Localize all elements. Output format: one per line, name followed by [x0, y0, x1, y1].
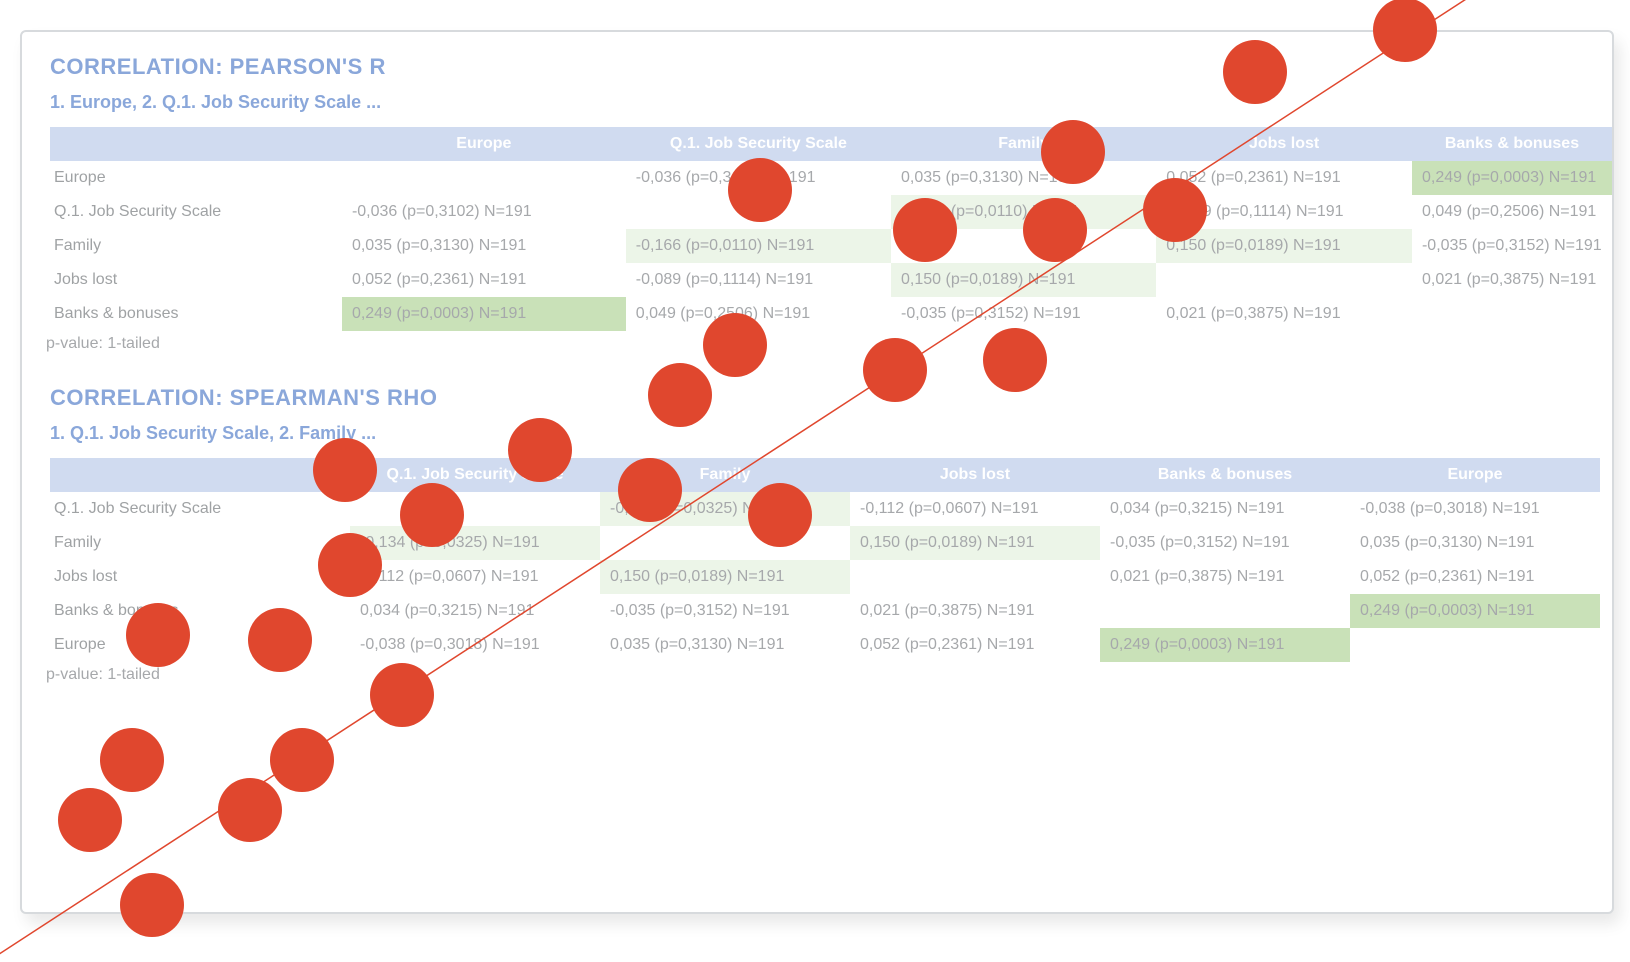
- spearman-table: Q.1. Job Security ScaleFamilyJobs lostBa…: [50, 458, 1600, 662]
- table-row: Jobs lost0,052 (p=0,2361) N=191-0,089 (p…: [50, 263, 1612, 297]
- correlation-cell: [1100, 594, 1350, 628]
- correlation-cell: -0,036 (p=0,3102) N=191: [626, 161, 891, 195]
- correlation-cell: -0,035 (p=0,3152) N=191: [1412, 229, 1612, 263]
- column-header: Europe: [1350, 458, 1600, 492]
- correlation-cell: 0,021 (p=0,3875) N=191: [850, 594, 1100, 628]
- column-header: Jobs lost: [1156, 127, 1412, 161]
- correlation-cell: -0,112 (p=0,0607) N=191: [350, 560, 600, 594]
- correlation-cell: 0,021 (p=0,3875) N=191: [1412, 263, 1612, 297]
- pearson-footnote: p-value: 1-tailed: [22, 335, 1612, 363]
- row-label: Jobs lost: [50, 560, 350, 594]
- pearson-subtitle: 1. Europe, 2. Q.1. Job Security Scale ..…: [22, 86, 1612, 123]
- correlation-cell: -0,089 (p=0,1114) N=191: [626, 263, 891, 297]
- correlation-cell: 0,249 (p=0,0003) N=191: [342, 297, 626, 331]
- row-label: Jobs lost: [50, 263, 342, 297]
- correlation-cell: -0,035 (p=0,3152) N=191: [600, 594, 850, 628]
- spearman-footnote: p-value: 1-tailed: [22, 666, 1612, 694]
- correlation-cell: -0,038 (p=0,3018) N=191: [350, 628, 600, 662]
- table-row: Banks & bonuses0,249 (p=0,0003) N=1910,0…: [50, 297, 1612, 331]
- correlation-cell: [1156, 263, 1412, 297]
- correlation-cell: 0,249 (p=0,0003) N=191: [1350, 594, 1600, 628]
- correlation-cell: [850, 560, 1100, 594]
- correlation-cell: 0,150 (p=0,0189) N=191: [600, 560, 850, 594]
- correlation-cell: 0,035 (p=0,3130) N=191: [600, 628, 850, 662]
- correlation-cell: [891, 229, 1156, 263]
- correlation-cell: 0,249 (p=0,0003) N=191: [1412, 161, 1612, 195]
- correlation-cell: 0,035 (p=0,3130) N=191: [342, 229, 626, 263]
- table-row: Europe -0,036 (p=0,3102) N=1910,035 (p=0,…: [50, 161, 1612, 195]
- table-row: Family-0,134 (p=0,0325) N=191 0,150 (p=0,…: [50, 526, 1600, 560]
- correlation-cell: -0,089 (p=0,1114) N=191: [1156, 195, 1412, 229]
- correlation-cell: -0,166 (p=0,0110) N=191: [891, 195, 1156, 229]
- table-row: Q.1. Job Security Scale-0,036 (p=0,3102)…: [50, 195, 1612, 229]
- correlation-cell: [600, 526, 850, 560]
- correlation-cell: 0,035 (p=0,3130) N=191: [891, 161, 1156, 195]
- correlation-cell: -0,038 (p=0,3018) N=191: [1350, 492, 1600, 526]
- row-label: Europe: [50, 161, 342, 195]
- correlation-cell: -0,035 (p=0,3152) N=191: [891, 297, 1156, 331]
- correlation-cell: -0,134 (p=0,0325) N=191: [600, 492, 850, 526]
- column-header: Europe: [342, 127, 626, 161]
- table-row: Family0,035 (p=0,3130) N=191-0,166 (p=0,…: [50, 229, 1612, 263]
- column-header: Family: [891, 127, 1156, 161]
- correlation-cell: -0,166 (p=0,0110) N=191: [626, 229, 891, 263]
- column-header: Jobs lost: [850, 458, 1100, 492]
- correlation-cell: [626, 195, 891, 229]
- row-label: Family: [50, 526, 350, 560]
- correlation-cell: [350, 492, 600, 526]
- row-label: Q.1. Job Security Scale: [50, 492, 350, 526]
- table-row: Europe-0,038 (p=0,3018) N=1910,035 (p=0,…: [50, 628, 1600, 662]
- correlation-cell: 0,052 (p=0,2361) N=191: [850, 628, 1100, 662]
- correlation-cell: 0,021 (p=0,3875) N=191: [1156, 297, 1412, 331]
- correlation-cell: 0,249 (p=0,0003) N=191: [1100, 628, 1350, 662]
- row-label: Europe: [50, 628, 350, 662]
- column-header: Family: [600, 458, 850, 492]
- column-header-spacer: [50, 458, 350, 492]
- correlation-cell: -0,036 (p=0,3102) N=191: [342, 195, 626, 229]
- column-header-spacer: [50, 127, 342, 161]
- correlation-cell: 0,021 (p=0,3875) N=191: [1100, 560, 1350, 594]
- correlation-cell: [342, 161, 626, 195]
- correlation-cell: 0,052 (p=0,2361) N=191: [342, 263, 626, 297]
- table-row: Banks & bonuses0,034 (p=0,3215) N=191-0,…: [50, 594, 1600, 628]
- spearman-title: CORRELATION: SPEARMAN'S RHO: [22, 363, 1612, 417]
- column-header: Q.1. Job Security Scale: [626, 127, 891, 161]
- column-header: Banks & bonuses: [1412, 127, 1612, 161]
- row-label: Banks & bonuses: [50, 297, 342, 331]
- pearson-title: CORRELATION: PEARSON'S R: [22, 32, 1612, 86]
- correlation-cell: 0,049 (p=0,2506) N=191: [626, 297, 891, 331]
- correlation-cell: 0,049 (p=0,2506) N=191: [1412, 195, 1612, 229]
- correlation-cell: 0,034 (p=0,3215) N=191: [1100, 492, 1350, 526]
- correlation-cell: 0,150 (p=0,0189) N=191: [1156, 229, 1412, 263]
- row-label: Q.1. Job Security Scale: [50, 195, 342, 229]
- correlation-cell: [1412, 297, 1612, 331]
- correlation-cell: -0,035 (p=0,3152) N=191: [1100, 526, 1350, 560]
- correlation-cell: [1350, 628, 1600, 662]
- spearman-subtitle: 1. Q.1. Job Security Scale, 2. Family ..…: [22, 417, 1612, 454]
- row-label: Family: [50, 229, 342, 263]
- table-row: Jobs lost-0,112 (p=0,0607) N=1910,150 (p…: [50, 560, 1600, 594]
- column-header: Q.1. Job Security Scale: [350, 458, 600, 492]
- pearson-table: EuropeQ.1. Job Security ScaleFamilyJobs …: [50, 127, 1612, 331]
- correlation-cell: -0,112 (p=0,0607) N=191: [850, 492, 1100, 526]
- correlation-cell: -0,134 (p=0,0325) N=191: [350, 526, 600, 560]
- correlation-cell: 0,150 (p=0,0189) N=191: [891, 263, 1156, 297]
- correlation-cell: 0,052 (p=0,2361) N=191: [1350, 560, 1600, 594]
- correlation-cell: 0,150 (p=0,0189) N=191: [850, 526, 1100, 560]
- correlation-cell: 0,052 (p=0,2361) N=191: [1156, 161, 1412, 195]
- column-header: Banks & bonuses: [1100, 458, 1350, 492]
- report-panel: CORRELATION: PEARSON'S R 1. Europe, 2. Q…: [20, 30, 1614, 914]
- correlation-cell: 0,035 (p=0,3130) N=191: [1350, 526, 1600, 560]
- row-label: Banks & bonuses: [50, 594, 350, 628]
- correlation-cell: 0,034 (p=0,3215) N=191: [350, 594, 600, 628]
- table-row: Q.1. Job Security Scale -0,134 (p=0,0325)…: [50, 492, 1600, 526]
